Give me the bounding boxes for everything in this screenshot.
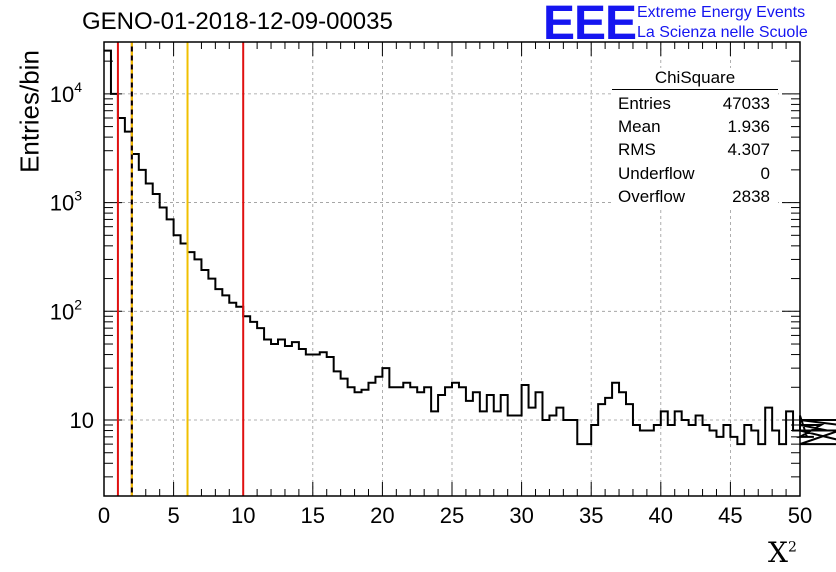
x-tick-label: 25 <box>440 503 464 528</box>
x-tick-label: 5 <box>167 503 179 528</box>
y-tick-label: 103 <box>50 188 82 216</box>
x-tick-label: 45 <box>718 503 742 528</box>
stats-row-entries: Entries 47033 <box>612 92 778 115</box>
stats-label: Mean <box>618 117 661 137</box>
chart-title: GENO-01-2018-12-09-00035 <box>82 8 393 35</box>
histogram-series <box>104 49 836 446</box>
stats-row-rms: RMS 4.307 <box>612 138 778 161</box>
stats-value: 4.307 <box>727 140 770 160</box>
x-axis-label-superscript: 2 <box>787 539 797 556</box>
x-tick-label: 35 <box>579 503 603 528</box>
x-tick-label: 50 <box>788 503 812 528</box>
stats-row-overflow: Overflow 2838 <box>612 185 778 208</box>
y-tick-label: 10 <box>70 408 94 433</box>
x-tick-label: 20 <box>370 503 394 528</box>
x-axis-label-text: X <box>768 536 788 569</box>
stats-value: 47033 <box>722 94 770 113</box>
stats-value: 1.936 <box>727 117 770 137</box>
x-axis-label: X2 <box>768 536 797 569</box>
stats-label: RMS <box>618 140 656 160</box>
logo-line-2: La Scienza nelle Scuole <box>637 24 808 41</box>
stats-label: Entries <box>618 94 671 113</box>
x-tick-label: 10 <box>231 503 255 528</box>
x-tick-label: 0 <box>98 503 110 528</box>
y-tick-label: 102 <box>50 296 82 324</box>
stats-box: ChiSquare Entries 47033 Mean 1.936 RMS 4.30… <box>612 68 778 209</box>
x-tick-label: 15 <box>301 503 325 528</box>
stats-label: Overflow <box>618 186 686 206</box>
stats-row-mean: Mean 1.936 <box>612 115 778 138</box>
stats-value: 0 <box>760 163 770 183</box>
plot-frame <box>103 41 801 497</box>
x-tick-label: 40 <box>649 503 673 528</box>
stats-value: 2838 <box>732 186 770 206</box>
y-tick-label: 104 <box>50 79 82 107</box>
stats-row-underflow: Underflow 0 <box>612 162 778 185</box>
y-axis-label: Entries/bin <box>14 50 45 173</box>
stats-label: Underflow <box>618 163 695 183</box>
logo-line-1: Extreme Energy Events <box>637 4 806 21</box>
x-tick-label: 30 <box>509 503 533 528</box>
eee-logo: EEE <box>543 0 637 50</box>
stats-title: ChiSquare <box>612 68 778 90</box>
